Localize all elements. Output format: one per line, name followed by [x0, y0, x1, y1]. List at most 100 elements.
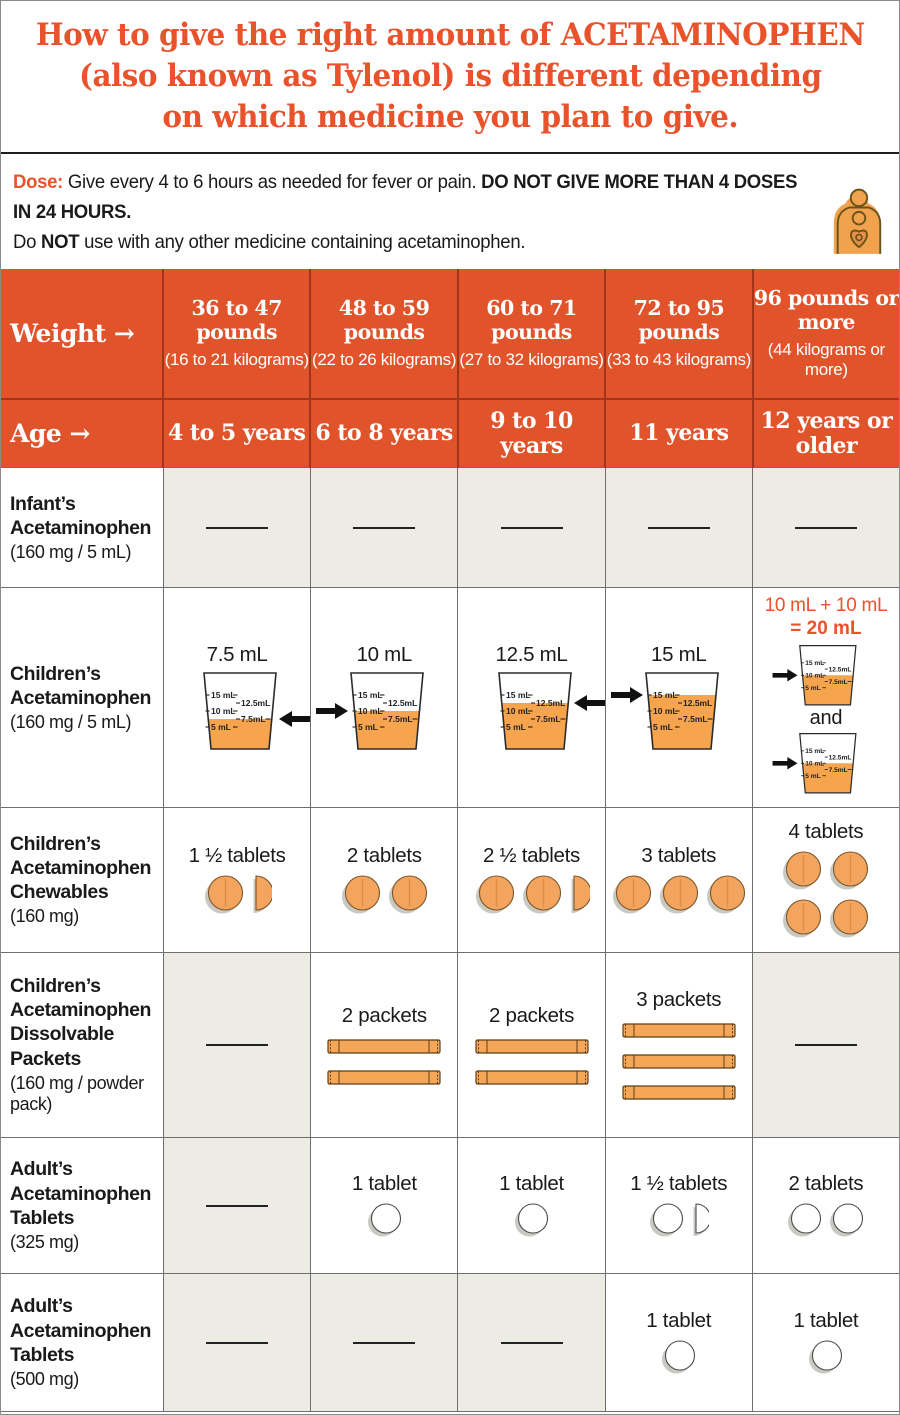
dose-note-segment: Do: [13, 231, 41, 254]
dose-cell: 15 mL 15 mL 10 mL 5 mL 12.5mL 7.5mL: [605, 588, 753, 808]
dose-cell: 1 tablet: [752, 1274, 899, 1412]
age-value: 11 years: [629, 420, 729, 447]
packet-group: [325, 1038, 443, 1087]
no-dose-dash-icon: [353, 1341, 416, 1344]
row-label-strength: (160 mg / powder pack): [10, 1072, 144, 1115]
row-label-strength: (500 mg): [10, 1368, 79, 1389]
and-connector: and: [809, 706, 843, 729]
tablet-group: [474, 873, 590, 916]
dose-amount-label: 1 tablet: [351, 1172, 417, 1195]
tablet-icon: [515, 1203, 549, 1237]
page-title: How to give the right amount of ACETAMIN…: [36, 15, 865, 139]
arrow-icon: [772, 756, 798, 770]
arrow-icon: [610, 686, 643, 703]
chewable-tablet-icon: [659, 875, 698, 914]
cup-scale-mark: 7.5mL: [683, 714, 708, 724]
dose-cell: 2 packets: [311, 953, 459, 1138]
dose-amount-label: 15 mL: [650, 642, 707, 666]
cup-scale-mark: 10 mL: [806, 760, 825, 767]
dose-cell: 3 tablets: [605, 808, 753, 953]
chewable-half-tablet-icon: [571, 875, 590, 913]
dosing-cup-icon: 15 mL 10 mL 5 mL 12.5mL 7.5mL: [316, 671, 425, 750]
table-row: Children’s Acetaminophen Chewables (160 m…: [1, 808, 899, 953]
row-label-name: Children’s Acetaminophen: [10, 662, 152, 709]
chewable-half-tablet-icon: [253, 875, 272, 913]
row-label-strength: (160 mg / 5 mL): [10, 711, 132, 732]
dose-note-segment: Dose:: [13, 171, 68, 193]
row-label-strength: (160 mg / 5 mL): [10, 541, 132, 562]
dose-amount-label: 12.5 mL: [495, 642, 568, 666]
row-label: Adult’s Acetaminophen Tablets (325 mg): [1, 1138, 164, 1274]
cup-scale-mark: 15 mL: [806, 660, 825, 667]
chewable-tablet-icon: [830, 851, 869, 890]
dose-cell: [752, 468, 899, 588]
table-row: Adult’s Acetaminophen Tablets (325 mg) 1 t…: [1, 1138, 899, 1274]
tablet-icon: [830, 1203, 864, 1237]
chewable-tablet-icon: [475, 875, 514, 914]
page-title-line: (also known as Tylenol) is different dep…: [78, 57, 822, 94]
dosing-table: Weight → 36 to 47 pounds (16 to 21 kilogr…: [1, 269, 899, 1412]
cup-scale-mark: 10 mL: [806, 672, 825, 679]
dose-amount-label: 2 tablets: [346, 844, 422, 867]
cup-scale-mark: 12.5mL: [241, 698, 270, 708]
dose-cell: [164, 1274, 312, 1412]
cup-scale-mark: 12.5mL: [536, 698, 565, 708]
weight-kilograms: (44 kilograms or more): [767, 339, 885, 379]
age-column-header: 11 years: [606, 400, 754, 468]
dose-note-segment: use with any other medicine containing a…: [79, 231, 526, 254]
chewable-tablet-icon: [830, 899, 869, 938]
powder-packet-icon: [622, 1085, 736, 1100]
dose-cell: 1 tablet: [311, 1138, 459, 1274]
dose-amount-label: 1 tablet: [646, 1309, 712, 1332]
age-value: 12 years or older: [760, 408, 893, 459]
dose-amount-label: 4 tablets: [788, 820, 864, 843]
dosing-cup-icon: 15 mL 10 mL 5 mL 12.5mL 7.5mL: [497, 671, 605, 750]
weight-pounds: 48 to 59 pounds: [338, 296, 430, 344]
cup-scale-mark: 5 mL: [806, 773, 821, 780]
chewable-tablet-icon: [706, 875, 745, 914]
weight-column-header: 96 pounds or more (44 kilograms or more): [753, 269, 899, 400]
age-value: 4 to 5 years: [167, 420, 306, 447]
cup-scale-mark: 7.5mL: [241, 714, 266, 724]
dosing-cup-icon: 15 mL 10 mL 5 mL 12.5mL 7.5mL: [610, 671, 719, 750]
age-label-cell: Age →: [1, 400, 164, 468]
dose-cell: 1 ½ tablets: [605, 1138, 753, 1274]
no-dose-dash-icon: [206, 1341, 269, 1344]
weight-kilograms: (16 to 21 kilograms): [164, 349, 310, 369]
cup-scale-mark: 10 mL: [506, 706, 531, 716]
dose-cell: 7.5 mL 15 mL 10 mL 5 mL 12.5mL 7.5mL: [164, 588, 312, 808]
dose-amount-label: 1 ½ tablets: [188, 844, 286, 867]
dose-cell: [311, 468, 459, 588]
age-column-header: 12 years or older: [753, 400, 899, 468]
table-body: Infant’s Acetaminophen (160 mg / 5 mL) Chi…: [1, 468, 899, 1412]
dose-cell: 2 packets: [458, 953, 606, 1138]
weight-label: Weight: [10, 319, 106, 348]
chewable-tablet-icon: [341, 875, 380, 914]
tablet-group: [781, 849, 870, 892]
tablet-group: [611, 873, 747, 916]
dosing-cup-icon: 15 mL 10 mL 5 mL 12.5mL 7.5mL: [203, 671, 311, 750]
tablet-icon: [809, 1340, 843, 1374]
dose-amount-label: 2 tablets: [788, 1172, 864, 1195]
cup-scale-mark: 12.5mL: [829, 666, 852, 673]
age-label: Age: [10, 419, 62, 448]
table-row: Adult’s Acetaminophen Tablets (500 mg) 1 t…: [1, 1274, 899, 1412]
dose-amount-label: 1 tablet: [793, 1309, 859, 1332]
row-label-name: Adult’s Acetaminophen Tablets: [10, 1295, 152, 1366]
powder-packet-icon: [474, 1069, 589, 1085]
age-header-row: Age → 4 to 5 years 6 to 8 years 9 to 10 ye…: [1, 400, 899, 468]
tablet-group: [203, 873, 272, 916]
dose-cell: [752, 953, 899, 1138]
cup-scale-mark: 10 mL: [653, 706, 678, 716]
dose-section: Dose: Give every 4 to 6 hours as needed …: [1, 154, 899, 269]
caregiver-child-logo-icon: [829, 186, 887, 263]
dosing-cup-icon: 15 mL 10 mL 5 mL 12.5mL 7.5mL: [772, 732, 857, 794]
packet-group: [473, 1038, 591, 1087]
chewable-tablet-icon: [204, 875, 243, 914]
weight-kilograms: (33 to 43 kilograms): [606, 349, 752, 369]
cup-scale-mark: 15 mL: [653, 690, 678, 700]
weight-header-row: Weight → 36 to 47 pounds (16 to 21 kilogr…: [1, 269, 899, 400]
weight-column-header: 36 to 47 pounds (16 to 21 kilograms): [164, 269, 312, 400]
cup-scale-mark: 15 mL: [506, 690, 531, 700]
